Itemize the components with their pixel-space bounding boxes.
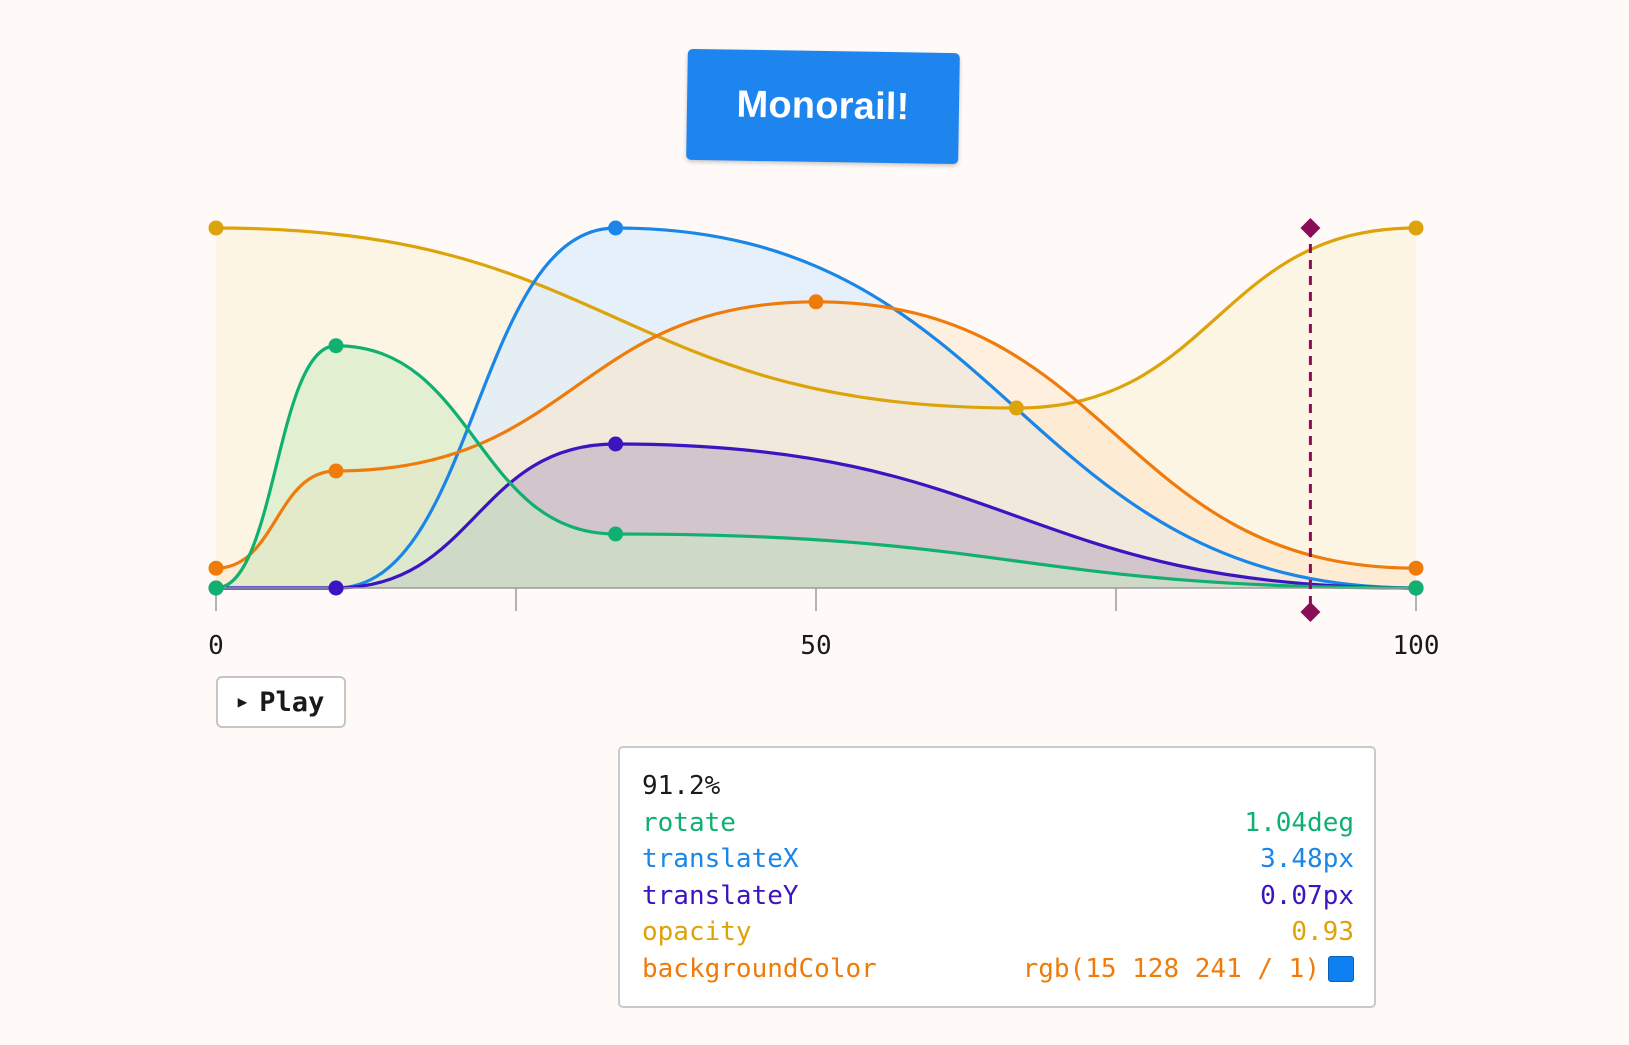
readout-row-opacity: opacity 0.93 [642,914,1354,951]
keyframe-dot [1408,220,1424,236]
readout-label: rotate [642,807,736,838]
readout-value: 0.07px [1260,880,1354,911]
keyframe-dot [608,220,624,236]
play-label: Play [259,686,325,718]
readout-row-translatex: translateX 3.48px [642,841,1354,878]
progress-readout: 91.2% [642,771,721,801]
readout-row-backgroundcolor: backgroundColor rgb(15 128 241 / 1) [642,951,1354,988]
keyframe-dot [1408,580,1424,596]
series-line-0 [214,226,1418,410]
readout-row-translatey: translateY 0.07px [642,878,1354,915]
keyframe-dot [328,338,344,354]
readout-value: 0.93 [1291,917,1354,947]
x-tick-label: 50 [800,631,831,661]
readout-row-rotate: rotate 1.04deg [642,805,1354,842]
readout-value: 3.48px [1260,844,1354,874]
playhead-bottom-diamond-icon [1300,602,1321,622]
keyframe-dot [1408,560,1424,576]
series-line-2 [214,300,1418,570]
readout-label: translateX [642,844,799,874]
keyframe-dot [328,580,344,596]
keyframe-dot [208,560,224,576]
series-area-4 [216,345,1416,588]
readout-label: backgroundColor [642,953,877,984]
readout-value: 1.04deg [1244,807,1354,838]
keyframe-dot [1008,400,1024,416]
play-button[interactable]: ▶ Play [216,676,346,728]
readout-label: translateY [642,880,799,911]
play-triangle-icon: ▶ [237,692,248,711]
x-tick-label: 0 [208,631,224,661]
keyframe-dot [208,220,224,236]
keyframe-dot [328,463,344,479]
keyframe-dot [208,580,224,596]
playhead-top-diamond-icon [1300,218,1321,238]
color-swatch [1328,955,1354,982]
keyframe-dot [808,294,824,310]
readout-panel: 91.2% rotate 1.04deg translateX 3.48px t… [618,746,1376,1008]
keyframe-dot [608,526,624,542]
x-tick-label: 100 [1393,631,1440,661]
keyframe-dot [608,436,624,452]
series-line-4 [214,344,1418,590]
readout-label: opacity [642,917,752,947]
keyframe-chart: 0 50 100 [208,218,1440,661]
readout-value: rgb(15 128 241 / 1) [1022,953,1320,984]
